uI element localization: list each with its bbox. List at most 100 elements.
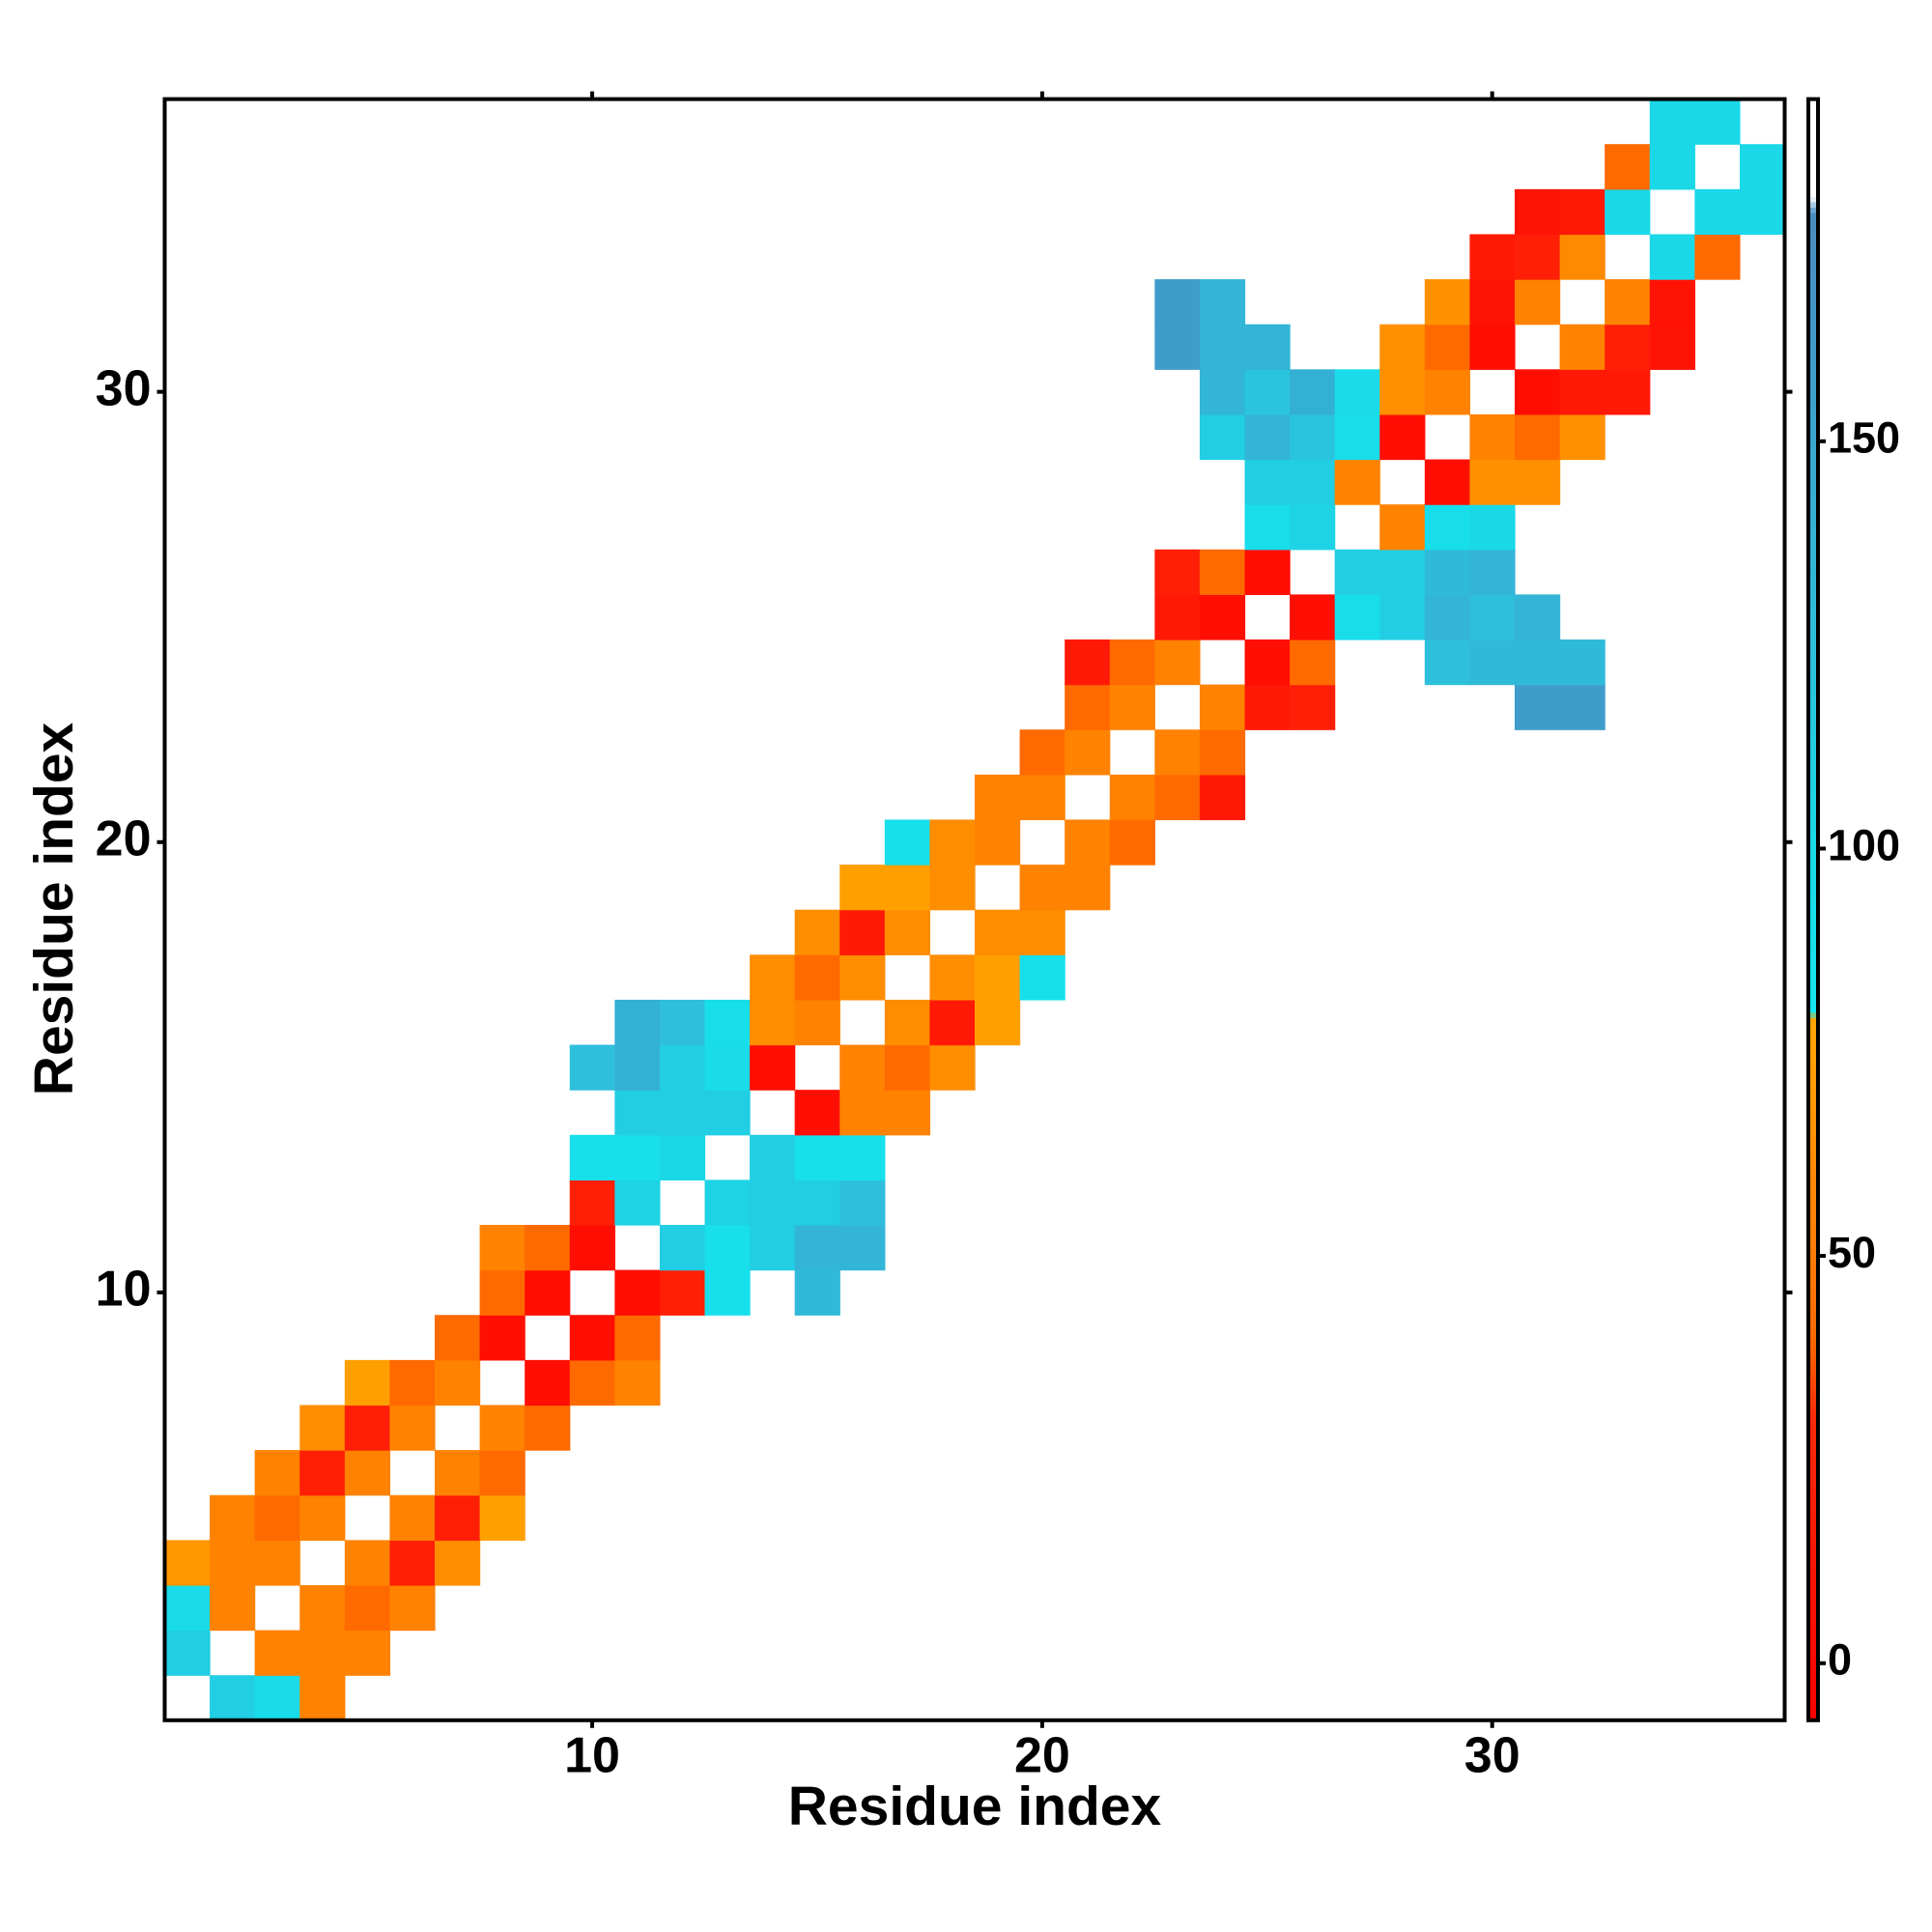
heatmap-cell [975, 774, 1021, 821]
heatmap-cell [614, 1090, 661, 1136]
heatmap-cell [1290, 594, 1336, 640]
colorbar-slice [1808, 444, 1818, 451]
colorbar-slice [1808, 1401, 1818, 1407]
heatmap-cell [1424, 639, 1471, 686]
colorbar-slice [1808, 688, 1818, 695]
colorbar-slice [1808, 493, 1818, 500]
heatmap-cell [1469, 639, 1516, 686]
colorbar-slice [1808, 190, 1818, 197]
heatmap-cell [210, 1494, 256, 1541]
heatmap-cell [1199, 279, 1246, 326]
colorbar-slice [1808, 780, 1818, 786]
heatmap-cell [435, 1359, 481, 1406]
colorbar-slice [1808, 725, 1818, 732]
colorbar-slice [1808, 385, 1818, 392]
heatmap-cell [1469, 504, 1516, 551]
colorbar-slice [1808, 380, 1818, 386]
heatmap-cell [1290, 504, 1336, 551]
heatmap-cell [1065, 729, 1111, 776]
colorbar-slice [1808, 580, 1818, 586]
heatmap-cell [1065, 684, 1111, 730]
heatmap-cell [794, 954, 840, 1001]
colorbar-slice [1808, 1271, 1818, 1278]
colorbar-slice [1808, 407, 1818, 413]
colorbar-slice [1808, 369, 1818, 376]
colorbar-slice [1808, 1342, 1818, 1349]
heatmap-cell [299, 1450, 346, 1496]
heatmap-cell [1199, 684, 1246, 730]
heatmap-cell [344, 1540, 391, 1586]
heatmap-cell [1379, 369, 1426, 415]
colorbar-slice [1808, 1358, 1818, 1365]
colorbar-slice [1808, 461, 1818, 468]
colorbar-slice [1808, 1255, 1818, 1262]
heatmap-cell [569, 1179, 615, 1226]
heatmap-cell [389, 1494, 436, 1541]
heatmap-cell [254, 1494, 300, 1541]
heatmap-cell [1469, 459, 1516, 505]
colorbar-slice [1808, 1471, 1818, 1478]
colorbar-slice [1808, 1584, 1818, 1592]
colorbar-slice [1808, 1704, 1818, 1711]
colorbar-slice [1808, 412, 1818, 419]
colorbar-slice [1808, 758, 1818, 765]
heatmap-cell [525, 1269, 571, 1316]
heatmap-cell [1019, 774, 1065, 821]
colorbar-slice [1808, 1050, 1818, 1057]
colorbar-tick-label: 50 [1828, 1228, 1876, 1277]
colorbar-slice [1808, 1509, 1818, 1516]
colorbar-slice [1808, 655, 1818, 662]
colorbar-slice [1808, 1498, 1818, 1505]
heatmap-cell [525, 1225, 571, 1271]
x-tick-label: 10 [564, 1728, 620, 1784]
colorbar-slice [1808, 812, 1818, 819]
colorbar-slice [1808, 466, 1818, 473]
colorbar-slice [1808, 244, 1818, 251]
heatmap-cell [1199, 324, 1246, 370]
colorbar-frame [1806, 97, 1820, 1722]
heatmap-cell [704, 1090, 751, 1136]
colorbar-slice [1808, 1417, 1818, 1424]
colorbar-slice [1808, 650, 1818, 657]
heatmap-cell [1559, 413, 1605, 461]
heatmap-cell [299, 1584, 346, 1632]
colorbar-slice [1808, 234, 1818, 241]
colorbar-slice [1808, 1093, 1818, 1099]
colorbar-slice [1808, 1623, 1818, 1630]
colorbar-slice [1808, 1542, 1818, 1548]
colorbar-slice [1808, 736, 1818, 743]
heatmap-cell [704, 1269, 751, 1316]
colorbar-slice [1808, 526, 1818, 532]
heatmap-cell [1649, 144, 1695, 190]
heatmap-cell [614, 1315, 661, 1361]
heatmap-cell [164, 1540, 211, 1586]
heatmap-cell [1515, 459, 1561, 505]
colorbar-slice [1808, 639, 1818, 646]
colorbar-slice [1808, 153, 1818, 159]
colorbar-slice [1808, 363, 1818, 370]
colorbar-slice [1808, 1450, 1818, 1457]
colorbar-slice [1808, 1088, 1818, 1094]
colorbar-slice [1808, 267, 1818, 273]
heatmap-cell [479, 1269, 526, 1316]
colorbar-slice [1808, 1211, 1818, 1219]
heatmap-cell [1109, 774, 1155, 821]
colorbar-slice [1808, 1396, 1818, 1403]
heatmap-cell [975, 819, 1021, 866]
heatmap-cell [884, 909, 931, 955]
colorbar-slice [1808, 1515, 1818, 1521]
heatmap-cell [704, 999, 751, 1046]
colorbar-slice [1808, 612, 1818, 619]
colorbar-slice [1808, 293, 1818, 300]
colorbar-slice [1808, 1574, 1818, 1580]
heatmap-cell [1199, 549, 1246, 595]
heatmap-cell [794, 1134, 840, 1180]
colorbar-slice [1808, 838, 1818, 846]
colorbar-slice [1808, 1547, 1818, 1553]
heatmap-cell [525, 1359, 571, 1406]
heatmap-cell [839, 1090, 886, 1136]
colorbar-slice [1808, 1644, 1818, 1651]
colorbar-slice [1808, 163, 1818, 170]
colorbar-tick-label: 150 [1828, 413, 1900, 463]
colorbar-slice [1808, 450, 1818, 457]
